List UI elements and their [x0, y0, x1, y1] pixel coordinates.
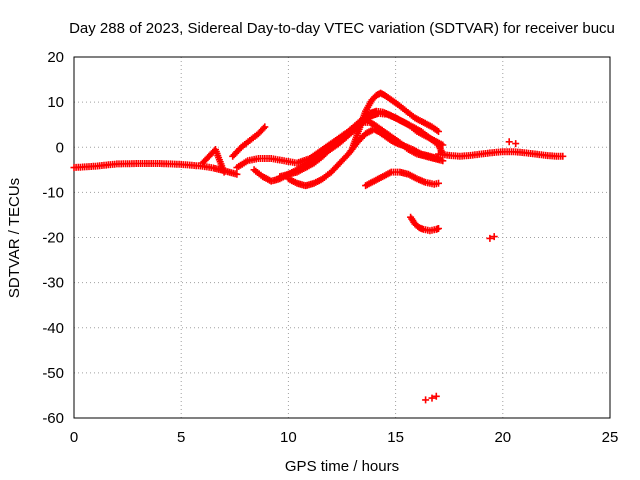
- series-arc-g: [349, 89, 442, 151]
- x-tick-label: 10: [280, 429, 297, 446]
- x-tick-label: 15: [387, 429, 404, 446]
- series-baseline: [70, 160, 241, 178]
- y-tick-label: -40: [42, 320, 64, 337]
- y-axis-label: SDTVAR / TECUs: [6, 178, 23, 298]
- series-markers: [362, 168, 442, 190]
- grid-lines: [74, 57, 610, 418]
- y-tick-label: 10: [47, 94, 64, 111]
- y-tick-label: -50: [42, 365, 64, 382]
- series-markers: [70, 160, 241, 178]
- series-markers: [349, 89, 442, 151]
- series-arc-b: [229, 123, 269, 160]
- x-tick-label: 25: [602, 429, 619, 446]
- y-tick-label: -20: [42, 230, 64, 247]
- series-markers: [435, 148, 567, 160]
- series-arc-a: [199, 146, 228, 176]
- y-tick-label: -10: [42, 184, 64, 201]
- x-tick-label: 20: [494, 429, 511, 446]
- y-tick-label: -60: [42, 410, 64, 427]
- y-tick-label: -30: [42, 275, 64, 292]
- y-tick-label: 0: [56, 139, 64, 156]
- plot-area-frame: [73, 56, 611, 419]
- x-axis-label: GPS time / hours: [285, 458, 399, 475]
- x-tick-label: 5: [177, 429, 185, 446]
- series-tail: [435, 148, 567, 160]
- series-markers: [199, 146, 228, 176]
- y-tick-label: 20: [47, 49, 64, 66]
- data-points: [70, 89, 567, 404]
- series-markers: [407, 213, 442, 235]
- series-isolated: [422, 138, 520, 404]
- series-markers: [422, 138, 520, 404]
- series-markers: [229, 123, 269, 160]
- x-tick-label: 0: [70, 429, 78, 446]
- series-arc-h: [362, 168, 442, 190]
- series-arc-i: [407, 213, 442, 235]
- chart-title: Day 288 of 2023, Sidereal Day-to-day VTE…: [69, 20, 615, 37]
